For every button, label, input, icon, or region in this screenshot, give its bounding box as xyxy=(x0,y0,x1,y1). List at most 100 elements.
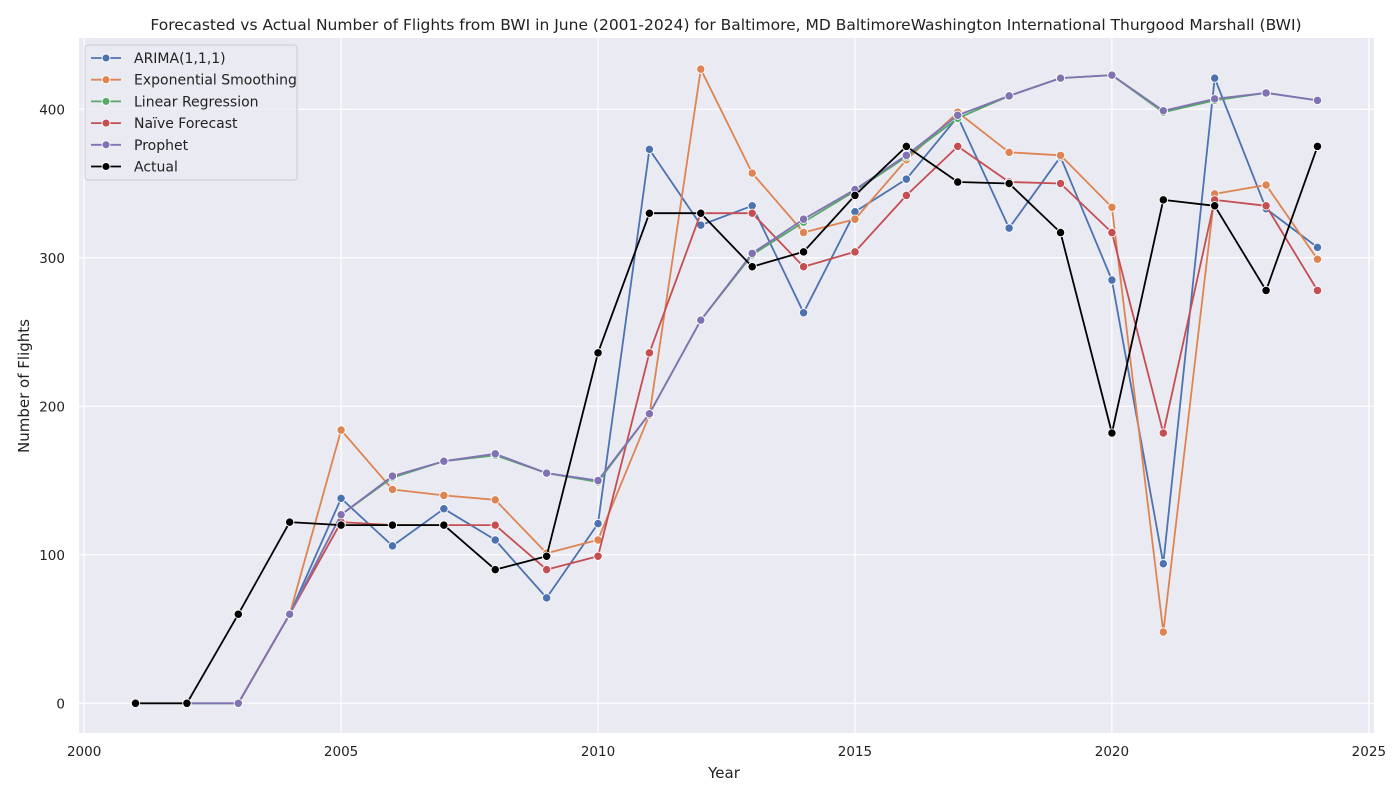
data-point xyxy=(541,564,552,575)
data-point xyxy=(901,141,912,152)
data-point xyxy=(336,425,346,435)
data-point xyxy=(1261,201,1271,211)
legend-label: Exponential Smoothing xyxy=(134,73,297,89)
data-point xyxy=(1312,285,1323,296)
data-point xyxy=(1055,150,1066,160)
data-point xyxy=(1312,95,1323,106)
data-point xyxy=(541,593,552,603)
y-axis-label: Number of Flights xyxy=(15,319,33,453)
data-point xyxy=(387,520,398,530)
legend: ARIMA(1,1,1) Exponential Smoothing Linear … xyxy=(84,44,298,181)
data-point xyxy=(1158,106,1168,116)
data-point xyxy=(1004,91,1014,101)
data-point xyxy=(798,247,809,257)
data-point xyxy=(696,315,706,325)
legend-item: Naïve Forecast xyxy=(91,116,238,132)
data-point xyxy=(593,551,603,561)
data-point xyxy=(1055,73,1066,83)
y-tick-label: 400 xyxy=(39,102,65,118)
data-point xyxy=(901,150,912,160)
data-point xyxy=(1158,627,1168,637)
data-point xyxy=(953,177,963,187)
data-point xyxy=(850,190,860,201)
data-point xyxy=(490,564,500,575)
data-point xyxy=(285,609,295,619)
legend-marker xyxy=(101,162,111,171)
data-point xyxy=(387,484,398,495)
data-point xyxy=(130,698,141,708)
data-point xyxy=(747,208,757,218)
legend-box xyxy=(84,44,298,181)
legend-label: Linear Regression xyxy=(134,94,259,110)
x-tick-label: 2000 xyxy=(67,744,101,760)
data-point xyxy=(439,504,449,514)
x-tick-label: 2025 xyxy=(1352,744,1386,760)
data-point xyxy=(593,475,603,486)
legend-item: Linear Regression xyxy=(91,94,259,110)
legend-marker xyxy=(101,53,111,63)
data-point xyxy=(1107,227,1117,238)
data-point xyxy=(233,698,243,708)
data-point xyxy=(798,214,809,224)
data-point xyxy=(1210,201,1220,211)
x-tick-label: 2015 xyxy=(838,744,872,760)
series-1 xyxy=(233,64,1323,708)
data-point xyxy=(696,208,706,218)
data-point xyxy=(798,308,809,318)
y-tick-label: 0 xyxy=(56,696,65,712)
data-point xyxy=(747,262,757,272)
legend-item: ARIMA(1,1,1) xyxy=(91,51,226,67)
data-point xyxy=(233,609,243,619)
data-point xyxy=(1312,254,1323,264)
data-point xyxy=(541,468,552,478)
data-point xyxy=(1055,178,1066,189)
legend-item: Prophet xyxy=(91,138,189,154)
data-point xyxy=(850,214,860,224)
data-point xyxy=(1158,428,1168,438)
data-point xyxy=(1158,559,1168,569)
series-4 xyxy=(182,70,1323,708)
data-point xyxy=(182,698,192,708)
legend-marker xyxy=(101,118,111,128)
legend-marker xyxy=(101,75,111,85)
series-5 xyxy=(130,141,1323,708)
data-point xyxy=(747,248,757,258)
data-point xyxy=(901,190,912,201)
data-point xyxy=(953,110,963,120)
data-point xyxy=(490,535,500,545)
data-point xyxy=(798,262,809,272)
data-point xyxy=(1004,223,1014,233)
y-tick-label: 300 xyxy=(39,251,65,267)
data-point xyxy=(1261,285,1271,296)
data-point xyxy=(336,520,346,530)
data-point xyxy=(696,64,706,74)
data-point xyxy=(953,141,963,152)
data-point xyxy=(850,247,860,257)
y-tick-label: 200 xyxy=(39,399,65,415)
data-point xyxy=(490,495,500,505)
x-axis-label: Year xyxy=(707,764,741,782)
data-point xyxy=(644,144,655,155)
legend-label: Naïve Forecast xyxy=(134,116,238,132)
data-point xyxy=(1261,88,1271,98)
data-point xyxy=(439,520,449,530)
data-point xyxy=(490,449,500,459)
data-point xyxy=(439,490,449,501)
legend-marker xyxy=(101,96,111,106)
series-line xyxy=(135,145,1319,705)
x-tick-label: 2005 xyxy=(324,744,358,760)
data-point xyxy=(593,518,603,529)
y-tick-label: 100 xyxy=(39,548,65,564)
data-point xyxy=(1312,141,1323,152)
data-point xyxy=(387,471,398,481)
data-point xyxy=(644,208,655,218)
legend-item: Actual xyxy=(91,160,178,176)
data-point xyxy=(644,409,655,419)
data-point xyxy=(490,520,500,530)
legend-label: Prophet xyxy=(134,138,189,154)
data-point xyxy=(1107,70,1117,80)
data-point xyxy=(541,551,552,561)
series-layer xyxy=(130,64,1323,708)
data-point xyxy=(1004,147,1014,157)
